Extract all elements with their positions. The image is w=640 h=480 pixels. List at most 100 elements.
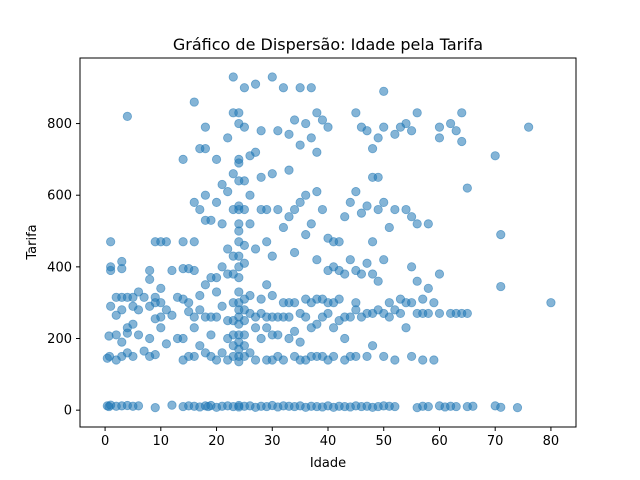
scatter-point [379, 122, 389, 132]
scatter-point [239, 204, 250, 215]
scatter-point [122, 328, 132, 338]
scatter-point [429, 355, 439, 365]
y-tick-label: 400 [47, 260, 72, 275]
scatter-point [217, 219, 227, 229]
scatter-point [128, 351, 138, 362]
scatter-point [334, 294, 344, 304]
scatter-point [284, 212, 294, 222]
scatter-point [117, 337, 127, 347]
scatter-point [189, 312, 199, 322]
scatter-point [373, 172, 383, 182]
scatter-point [401, 118, 411, 129]
scatter-point [167, 400, 177, 410]
scatter-point [128, 292, 138, 302]
scatter-point [278, 355, 289, 365]
scatter-point [406, 351, 417, 362]
scatter-point [406, 262, 417, 272]
scatter-point [351, 187, 361, 197]
scatter-point [167, 310, 177, 320]
scatter-point [345, 312, 355, 322]
scatter-point [161, 237, 171, 247]
scatter-point [250, 244, 261, 254]
scatter-point [301, 118, 311, 129]
scatter-point [245, 348, 255, 358]
scatter-point [306, 219, 316, 229]
scatter-point [189, 97, 199, 107]
scatter-point [234, 287, 244, 297]
scatter-point [384, 312, 394, 322]
y-axis-label: Tarifa [25, 224, 40, 260]
scatter-point [289, 298, 300, 308]
scatter-point [211, 154, 222, 164]
scatter-point [211, 287, 222, 297]
scatter-point [295, 83, 305, 93]
scatter-point [496, 230, 506, 240]
scatter-point [401, 323, 411, 333]
scatter-point [340, 269, 350, 279]
chart-title: Gráfico de Dispersão: Idade pela Tarifa [173, 35, 483, 54]
scatter-point [390, 129, 400, 139]
scatter-point [211, 197, 222, 207]
scatter-point [412, 276, 422, 286]
scatter-point [223, 187, 233, 197]
scatter-point [379, 197, 389, 207]
scatter-point [250, 79, 261, 89]
x-axis-label: Idade [310, 456, 346, 471]
scatter-point [301, 230, 311, 240]
scatter-point [406, 212, 417, 222]
scatter-point [184, 307, 194, 317]
scatter-point [496, 281, 506, 292]
scatter-point [273, 330, 283, 340]
scatter-point [200, 190, 210, 200]
scatter-point [512, 403, 523, 413]
scatter-point [239, 258, 250, 268]
scatter-point [145, 265, 155, 276]
scatter-point [278, 83, 289, 93]
scatter-point [401, 204, 411, 215]
scatter-point [379, 351, 389, 362]
scatter-point [457, 136, 467, 147]
scatter-point [356, 208, 367, 218]
scatter-point [390, 401, 400, 412]
scatter-point [262, 237, 272, 247]
scatter-point [156, 323, 166, 333]
scatter-point [406, 126, 417, 136]
scatter-point [457, 108, 467, 118]
scatter-point [189, 351, 199, 362]
scatter-point [145, 333, 155, 344]
scatter-point [211, 273, 222, 283]
scatter-point [106, 262, 116, 272]
scatter-point [351, 351, 361, 362]
scatter-point [189, 323, 199, 333]
scatter-point [133, 330, 144, 340]
scatter-point [217, 301, 227, 311]
scatter-point [234, 158, 244, 168]
scatter-point [133, 305, 144, 315]
scatter-point [106, 237, 116, 247]
scatter-point [362, 258, 372, 268]
scatter-point [284, 333, 294, 344]
scatter-point [278, 222, 289, 233]
scatter-point [289, 115, 300, 125]
scatter-point [423, 308, 433, 319]
scatter-point [133, 287, 144, 297]
scatter-point [195, 204, 205, 215]
scatter-point [334, 237, 344, 247]
scatter-point [434, 122, 445, 132]
scatter-point [289, 247, 300, 258]
scatter-point [418, 355, 428, 365]
x-tick-label: 10 [153, 434, 170, 449]
scatter-point [239, 176, 250, 186]
scatter-point [217, 179, 227, 190]
scatter-point [496, 402, 506, 412]
scatter-point [434, 308, 445, 319]
scatter-point [351, 305, 361, 315]
scatter-point [178, 237, 188, 247]
scatter-point [234, 108, 244, 118]
scatter-point [345, 255, 355, 265]
scatter-point [156, 298, 166, 308]
scatter-point [312, 255, 322, 265]
x-tick-label: 20 [208, 434, 225, 449]
scatter-point [139, 346, 149, 356]
scatter-point [434, 133, 445, 143]
